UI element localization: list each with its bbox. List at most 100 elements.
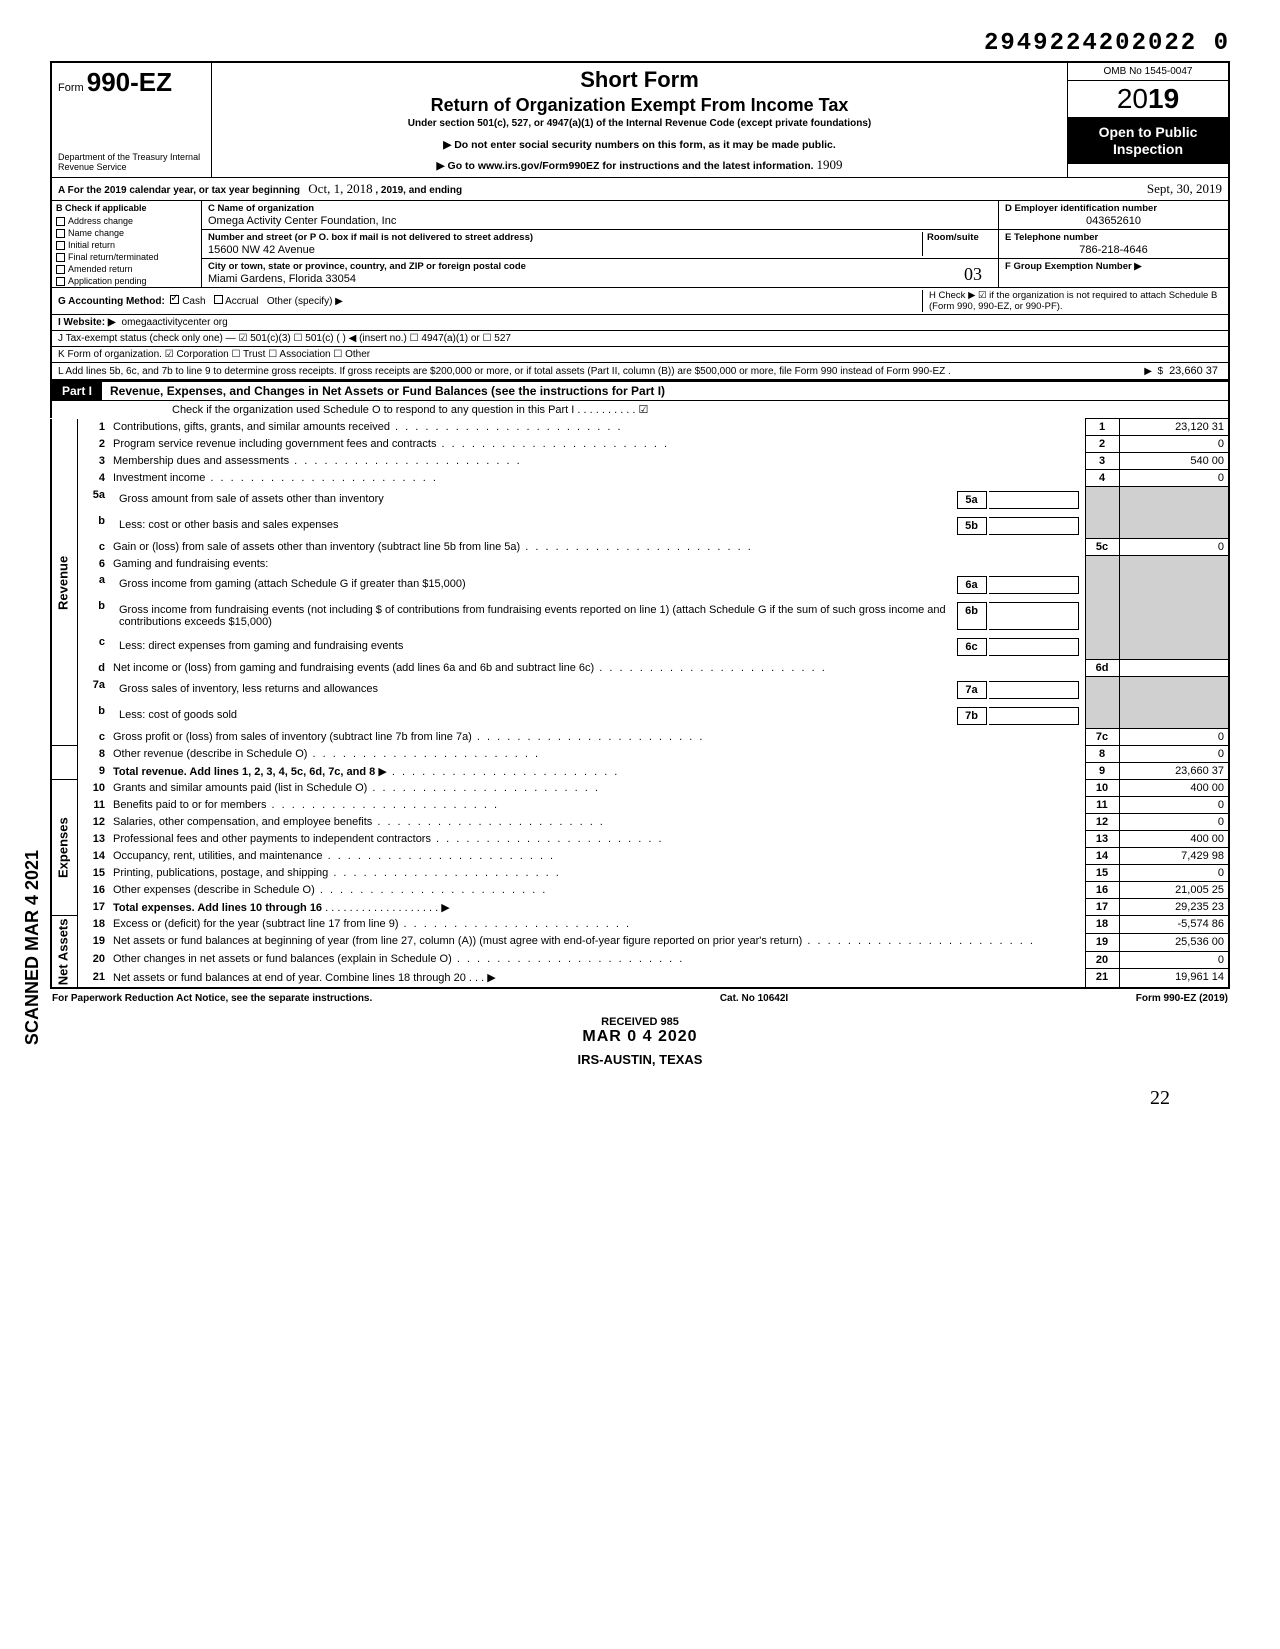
line-desc: Membership dues and assessments (109, 453, 1085, 470)
line-num: 2 (77, 436, 109, 453)
line-amt: 23,120 31 (1119, 419, 1229, 436)
line-num: 1 (77, 419, 109, 436)
footer-row: For Paperwork Reduction Act Notice, see … (50, 989, 1230, 1008)
inner-amt (989, 707, 1079, 725)
line-box: 17 (1085, 899, 1119, 916)
line-num: 21 (77, 969, 109, 988)
line-amt: 0 (1119, 470, 1229, 487)
line-desc: Other changes in net assets or fund bala… (109, 951, 1085, 969)
chk-accrual[interactable] (214, 295, 223, 304)
line-num: a (77, 572, 109, 598)
i-label: I Website: ▶ (58, 317, 116, 328)
inner-amt (989, 491, 1079, 509)
line-desc: Professional fees and other payments to … (109, 831, 1085, 848)
part-1-label: Part I (52, 382, 102, 400)
line-box: 1 (1085, 419, 1119, 436)
k-form-org: K Form of organization. ☑ Corporation ☐ … (52, 346, 1228, 362)
lines-table: Revenue 1 Contributions, gifts, grants, … (50, 418, 1230, 989)
line-amt: 540 00 (1119, 453, 1229, 470)
line-box: 16 (1085, 882, 1119, 899)
line-desc: Gross profit or (loss) from sales of inv… (109, 729, 1085, 746)
line-num: 11 (77, 797, 109, 814)
stamp-received: RECEIVED 985 (50, 1016, 1230, 1028)
handwritten-1909: 1909 (816, 157, 842, 172)
line-desc: Contributions, gifts, grants, and simila… (109, 419, 1085, 436)
line-desc: Gaming and fundraising events: (109, 556, 1085, 572)
info-grid: B Check if applicable Address change Nam… (50, 201, 1230, 287)
chk-application-pending[interactable] (56, 277, 65, 286)
line-num: 7a (77, 677, 109, 703)
form-id-block: Form 990-EZ Department of the Treasury I… (52, 63, 212, 177)
side-label-expenses: Expenses (51, 780, 77, 916)
inner-amt (989, 681, 1079, 699)
chk-cash[interactable] (170, 295, 179, 304)
line-amt: 0 (1119, 865, 1229, 882)
j-tax-exempt: J Tax-exempt status (check only one) — ☑… (52, 330, 1228, 346)
under-section: Under section 501(c), 527, or 4947(a)(1)… (220, 118, 1059, 129)
line-num: 3 (77, 453, 109, 470)
line-desc: Total revenue. Add lines 1, 2, 3, 4, 5c,… (109, 763, 1085, 780)
inner-amt (989, 638, 1079, 656)
col-c-org-info: C Name of organization Omega Activity Ce… (202, 201, 998, 287)
form-year-block: OMB No 1545-0047 2019 Open to Public Ins… (1068, 63, 1228, 177)
line-box: 5c (1085, 539, 1119, 556)
chk-label: Name change (68, 228, 124, 238)
open-public-label: Open to Public Inspection (1068, 118, 1228, 164)
inner-amt (989, 517, 1079, 535)
line-box: 19 (1085, 933, 1119, 951)
line-num: 13 (77, 831, 109, 848)
line-amt: 400 00 (1119, 831, 1229, 848)
line-num: 10 (77, 780, 109, 797)
line-box: 7c (1085, 729, 1119, 746)
line-num: 5a (77, 487, 109, 513)
line-box: 18 (1085, 916, 1119, 934)
line-box: 2 (1085, 436, 1119, 453)
l-amount: 23,660 37 (1169, 365, 1222, 377)
year-prefix: 20 (1117, 83, 1148, 114)
line-desc: Less: cost or other basis and sales expe… (115, 517, 955, 535)
line-desc: Net income or (loss) from gaming and fun… (109, 660, 1085, 677)
line-box: 20 (1085, 951, 1119, 969)
c-org-name: Omega Activity Center Foundation, Inc (208, 215, 992, 227)
c-room-label: Room/suite (927, 232, 979, 243)
form-title-block: Short Form Return of Organization Exempt… (212, 63, 1068, 177)
row-a-begin: Oct, 1, 2018 (308, 181, 372, 196)
chk-label: Address change (68, 216, 133, 226)
chk-label: Initial return (68, 240, 115, 250)
line-box: 21 (1085, 969, 1119, 988)
row-a-label: A For the 2019 calendar year, or tax yea… (58, 185, 300, 196)
part-1-sub: Check if the organization used Schedule … (50, 401, 1230, 418)
chk-initial-return[interactable] (56, 241, 65, 250)
chk-amended-return[interactable] (56, 265, 65, 274)
e-phone: 786-218-4646 (1005, 244, 1222, 256)
g-cash: Cash (182, 296, 205, 307)
line-num: 17 (77, 899, 109, 916)
inner-box: 7a (957, 681, 987, 699)
f-label: F Group Exemption Number ▶ (1005, 261, 1222, 272)
c-city: Miami Gardens, Florida 33054 (208, 273, 964, 285)
col-b-checkboxes: B Check if applicable Address change Nam… (52, 201, 202, 287)
e-label: E Telephone number (1005, 232, 1222, 243)
line-amt: 23,660 37 (1119, 763, 1229, 780)
return-title: Return of Organization Exempt From Incom… (220, 95, 1059, 116)
c-name-label: C Name of organization (208, 203, 992, 214)
line-desc: Investment income (109, 470, 1085, 487)
chk-label: Final return/terminated (68, 252, 159, 262)
line-box: 3 (1085, 453, 1119, 470)
footer-left: For Paperwork Reduction Act Notice, see … (52, 993, 372, 1004)
line-amt: 0 (1119, 951, 1229, 969)
chk-final-return[interactable] (56, 253, 65, 262)
line-num: 9 (77, 763, 109, 780)
line-box: 12 (1085, 814, 1119, 831)
chk-name-change[interactable] (56, 229, 65, 238)
h-schedule-b: H Check ▶ ☑ if the organization is not r… (922, 290, 1222, 312)
line-num: 12 (77, 814, 109, 831)
line-desc: Less: direct expenses from gaming and fu… (115, 638, 955, 656)
chk-address-change[interactable] (56, 217, 65, 226)
dept-label: Department of the Treasury Internal Reve… (58, 153, 205, 173)
line-desc: Gross income from gaming (attach Schedul… (115, 576, 955, 594)
line-desc: Gross amount from sale of assets other t… (115, 491, 955, 509)
line-desc: Benefits paid to or for members (109, 797, 1085, 814)
side-label-revenue: Revenue (51, 419, 77, 746)
line-amt: 0 (1119, 814, 1229, 831)
